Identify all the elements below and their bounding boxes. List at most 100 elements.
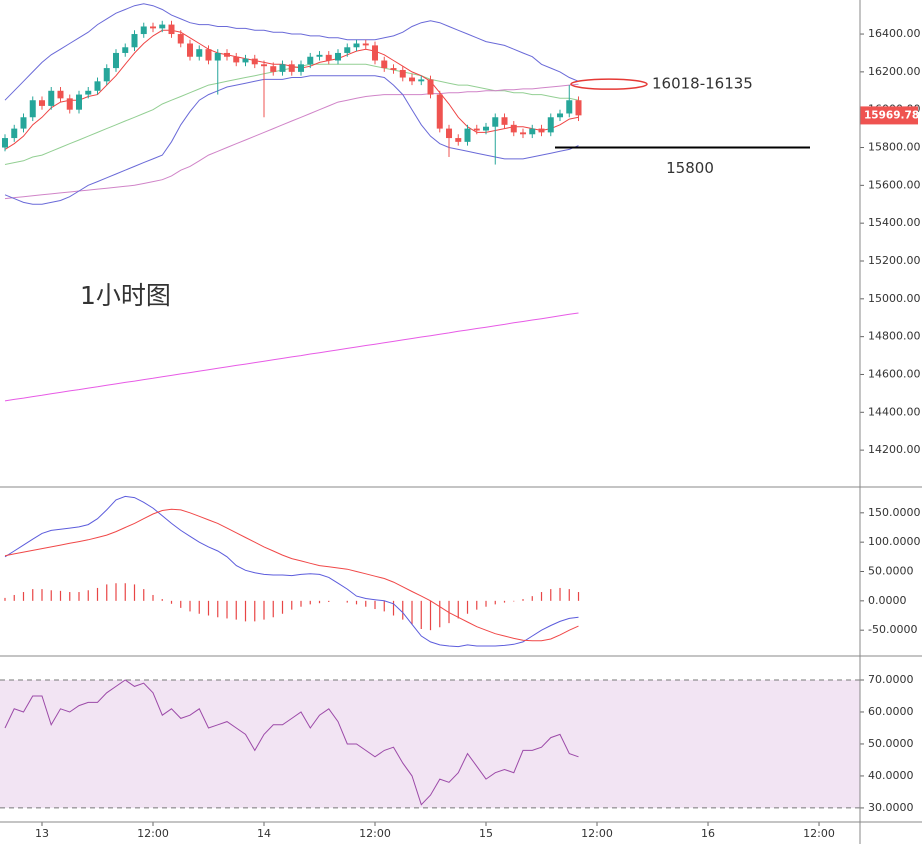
candle-body — [335, 52, 342, 61]
candle-body — [187, 43, 194, 57]
candle-body — [261, 64, 268, 67]
y-tick-label: 50.0000 — [868, 565, 914, 578]
candle-body — [483, 126, 490, 131]
candle-body — [325, 54, 332, 61]
candle-body — [270, 66, 277, 72]
candle-body — [20, 117, 27, 129]
y-tick-label: 15800.00 — [868, 141, 921, 154]
candle-body — [224, 52, 231, 57]
candle-body — [168, 24, 175, 35]
candle-body — [75, 94, 82, 110]
candle-body — [372, 45, 379, 61]
y-tick-label: 70.0000 — [868, 673, 914, 686]
rsi-line — [4, 679, 579, 806]
candle-body — [473, 128, 480, 131]
candle-body — [353, 43, 360, 48]
y-tick-label: -50.0000 — [868, 623, 917, 636]
candle-body — [492, 117, 499, 127]
candle-body — [288, 64, 295, 72]
indicator-line — [4, 75, 579, 205]
panel — [0, 679, 860, 809]
y-tick-label: 14200.00 — [868, 443, 921, 456]
candle-body — [196, 49, 203, 57]
candle-body — [510, 124, 517, 133]
y-tick-label: 14400.00 — [868, 405, 921, 418]
candle-body — [501, 117, 508, 125]
candle-body — [233, 56, 240, 63]
y-tick-label: 14800.00 — [868, 330, 921, 343]
candle-body — [566, 100, 573, 114]
candle-body — [242, 58, 249, 63]
candle-body — [399, 69, 406, 78]
candle-body — [298, 64, 305, 72]
candle-body — [48, 90, 55, 106]
candle-body — [427, 79, 434, 95]
candle-body — [557, 113, 564, 118]
candle-body — [390, 68, 397, 70]
annotation-label: 16018-16135 — [652, 75, 753, 93]
candle-body — [66, 98, 73, 110]
candle-body — [381, 60, 388, 69]
candle-body — [177, 34, 184, 44]
range-marker — [570, 78, 648, 90]
dea-line — [4, 508, 579, 642]
candle-body — [464, 128, 471, 142]
y-tick-label: 60.0000 — [868, 705, 914, 718]
y-tick-label: 30.0000 — [868, 801, 914, 814]
indicator-line — [4, 83, 579, 200]
candle-body — [307, 56, 314, 65]
dif-line — [4, 495, 579, 648]
annotation-label: 15800 — [666, 159, 714, 177]
candle-body — [38, 100, 45, 106]
candle-body — [316, 54, 323, 57]
candle-body — [205, 49, 212, 61]
y-tick-label: 15400.00 — [868, 216, 921, 229]
candle-body — [214, 52, 221, 61]
candle-body — [446, 128, 453, 139]
candle-body — [575, 100, 582, 116]
candle-body — [1, 138, 8, 148]
candle-body — [529, 128, 536, 135]
candle-body — [436, 94, 443, 129]
candle-body — [418, 79, 425, 82]
candle-body — [131, 34, 138, 48]
y-tick-label: 14600.00 — [868, 367, 921, 380]
candle-body — [455, 138, 462, 142]
y-tick-label: 15000.00 — [868, 292, 921, 305]
candle-body — [149, 26, 156, 29]
y-tick-label: 50.0000 — [868, 737, 914, 750]
candle-body — [112, 52, 119, 69]
candle-body — [279, 64, 286, 72]
candle-body — [103, 68, 110, 82]
panel — [4, 495, 580, 648]
candle-body — [159, 24, 166, 29]
candle-body — [85, 90, 92, 95]
candle-body — [344, 47, 351, 53]
y-tick-label: 40.0000 — [868, 769, 914, 782]
x-tick-label: 12:00 — [137, 827, 169, 840]
y-tick-label: 15200.00 — [868, 254, 921, 267]
candle-body — [11, 128, 18, 139]
y-tick-label: 150.0000 — [868, 506, 921, 519]
candle-body — [94, 81, 101, 91]
candle-body — [251, 58, 258, 65]
y-tick-label: 16400.00 — [868, 27, 921, 40]
candle-body — [547, 117, 554, 133]
candle-body — [57, 90, 64, 99]
y-tick-label: 15600.00 — [868, 178, 921, 191]
candle-body — [520, 132, 527, 135]
x-tick-label: 12:00 — [359, 827, 391, 840]
panel — [1, 3, 582, 402]
x-tick-label: 12:00 — [581, 827, 613, 840]
candle-body — [29, 100, 36, 118]
band — [0, 679, 860, 808]
candle-body — [362, 43, 369, 46]
last-price-label: 15969.78 — [864, 109, 919, 121]
candle-body — [140, 26, 147, 35]
x-tick-label: 14 — [257, 827, 271, 840]
x-tick-label: 13 — [35, 827, 49, 840]
last-price-box — [860, 106, 918, 125]
indicator-line — [4, 3, 579, 101]
y-tick-label: 100.0000 — [868, 535, 921, 548]
